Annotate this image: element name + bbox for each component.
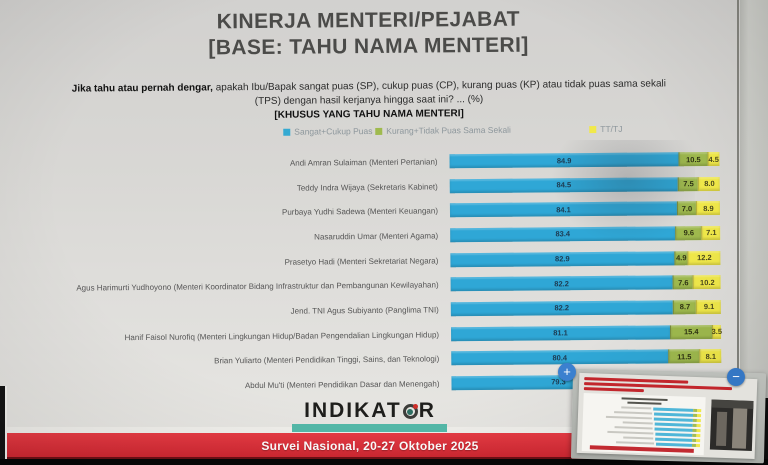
legend-label-kp: Kurang+Tidak Puas Sama Sekali bbox=[386, 124, 511, 136]
inset-mini-seg bbox=[696, 428, 701, 432]
bar-segment-tt: 8.9 bbox=[695, 201, 720, 216]
stacked-bar: 80.4 11.5 8.1 bbox=[451, 349, 722, 366]
inset-mini-seg bbox=[655, 437, 693, 442]
stacked-bar: 81.1 15.4 3.5 bbox=[450, 324, 722, 341]
bar-segment-tt: 12.2 bbox=[687, 250, 721, 265]
bar-segment-sp: 84.5 bbox=[449, 176, 678, 193]
inset-mini-banner bbox=[589, 445, 694, 453]
inset-mini-seg bbox=[696, 433, 701, 437]
legend-item-kp: Kurang+Tidak Puas Sama Sekali bbox=[375, 125, 511, 136]
inset-mini-label bbox=[621, 406, 652, 410]
bar-segment-tt: 4.5 bbox=[707, 151, 720, 167]
bar-segment-tt: 9.1 bbox=[696, 299, 721, 315]
legend-swatch-sp bbox=[283, 128, 291, 136]
zoom-out-button[interactable]: − bbox=[727, 368, 745, 386]
inset-slide-card bbox=[576, 372, 758, 460]
bar-segment-kp: 9.6 bbox=[675, 226, 702, 241]
slide-content: KINERJA MENTERI/PEJABAT [BASE: TAHU NAMA… bbox=[0, 5, 739, 391]
slide-title: KINERJA MENTERI/PEJABAT [BASE: TAHU NAMA… bbox=[18, 5, 718, 62]
bar-segment-sp: 82.2 bbox=[450, 275, 673, 292]
bar-segment-tt: 8.0 bbox=[698, 176, 720, 191]
inset-mini-seg bbox=[655, 442, 693, 447]
inset-mini-title bbox=[621, 397, 668, 401]
inset-mini-seg bbox=[654, 422, 693, 427]
legend-label-sp: Sangat+Cukup Puas bbox=[294, 125, 373, 137]
slide-edge-left bbox=[5, 386, 7, 460]
indikator-logo: INDIKAT R bbox=[0, 399, 740, 423]
legend-swatch-kp bbox=[375, 127, 383, 135]
inset-mini-seg bbox=[654, 432, 693, 437]
stacked-bar-chart: Andi Amran Sulaiman (Menteri Pertanian) 8… bbox=[0, 147, 739, 391]
inset-mini-label bbox=[623, 436, 654, 440]
inset-photo-shape bbox=[715, 411, 728, 447]
bar-segment-kp: 10.5 bbox=[678, 152, 708, 167]
logo-text-right: R bbox=[418, 399, 436, 422]
bar-segment-tt: 7.1 bbox=[701, 225, 721, 241]
bar-segment-kp: 11.5 bbox=[668, 349, 700, 364]
inset-mini-chart bbox=[581, 393, 706, 456]
inset-speaker-photo bbox=[709, 399, 754, 451]
legend-label-tt: TT/TJ bbox=[600, 123, 623, 134]
banner-shadow bbox=[0, 457, 740, 460]
bar-segment-sp: 82.2 bbox=[450, 300, 673, 317]
bar-segment-sp: 80.4 bbox=[451, 349, 669, 366]
legend-item-tt: TT/TJ bbox=[589, 123, 623, 134]
chart-row-label: Abdul Mu'ti (Menteri Pendidikan Dasar da… bbox=[244, 379, 440, 390]
logo-o-icon bbox=[402, 404, 418, 419]
bar-segment-sp: 82.9 bbox=[450, 250, 675, 267]
bar-segment-kp: 15.4 bbox=[669, 324, 712, 339]
bar-segment-tt: 10.2 bbox=[692, 275, 721, 290]
stacked-bar: 82.2 7.6 10.2 bbox=[450, 275, 721, 292]
inset-mini-seg bbox=[696, 438, 701, 442]
stacked-bar: 82.2 8.7 9.1 bbox=[450, 299, 721, 317]
inset-mini-label bbox=[615, 441, 654, 445]
inset-red-title-line bbox=[583, 387, 645, 393]
bar-segment-sp: 84.1 bbox=[449, 201, 678, 218]
survey-question: Jika tahu atau pernah dengar, apakah Ibu… bbox=[39, 77, 699, 124]
bar-segment-sp: 83.4 bbox=[450, 226, 676, 243]
dark-edge-left bbox=[0, 386, 5, 460]
screen-bezel-bottom bbox=[0, 459, 768, 465]
survey-date: Survei Nasional, 20-27 Oktober 2025 bbox=[261, 438, 479, 453]
inset-mini-seg bbox=[654, 427, 693, 432]
bar-segment-kp: 7.0 bbox=[676, 201, 696, 216]
inset-mini-seg bbox=[653, 417, 693, 422]
bar-segment-sp: 81.1 bbox=[450, 324, 671, 341]
bar-segment-tt: 8.1 bbox=[699, 349, 722, 364]
inset-mini-seg bbox=[697, 408, 702, 412]
slide-edge-line bbox=[737, 0, 739, 433]
logo-underline bbox=[292, 424, 447, 432]
inset-mini-seg bbox=[695, 443, 701, 447]
inset-photo-shape bbox=[731, 408, 748, 449]
stacked-bar: 84.1 7.0 8.9 bbox=[449, 201, 720, 218]
stacked-bar: 84.9 10.5 4.5 bbox=[449, 151, 720, 169]
slide-title-line2: [BASE: TAHU NAMA MENTERI] bbox=[208, 33, 529, 60]
bar-segment-kp: 7.6 bbox=[672, 275, 694, 290]
inset-mini-label bbox=[605, 415, 652, 420]
stacked-bar: 84.5 7.5 8.0 bbox=[449, 176, 720, 193]
inset-mini-label bbox=[613, 411, 652, 415]
bar-segment-kp: 4.9 bbox=[674, 250, 688, 265]
inset-mini-seg bbox=[696, 418, 701, 422]
bar-segment-sp: 84.9 bbox=[449, 152, 679, 169]
legend-swatch-tt bbox=[589, 125, 597, 133]
inset-mini-label bbox=[614, 426, 653, 430]
stacked-bar: 82.9 4.9 12.2 bbox=[450, 250, 721, 267]
bar-segment-kp: 8.7 bbox=[672, 300, 697, 315]
survey-question-bold: Jika tahu atau pernah dengar, bbox=[71, 82, 213, 95]
inset-mini-label bbox=[622, 421, 653, 425]
legend-item-sp: Sangat+Cukup Puas bbox=[283, 125, 373, 137]
survey-question-rest: apakah Ibu/Bapak sangat puas (SP), cukup… bbox=[212, 78, 667, 94]
inset-mini-seg bbox=[696, 413, 702, 417]
logo-text-left: INDIKAT bbox=[304, 399, 402, 422]
inset-mini-seg bbox=[696, 423, 701, 427]
stacked-bar: 83.4 9.6 7.1 bbox=[450, 225, 721, 243]
inset-mini-label bbox=[606, 430, 653, 435]
bar-segment-kp: 7.5 bbox=[677, 176, 699, 191]
bar-segment-tt: 3.5 bbox=[711, 324, 722, 339]
screen-bezel-right bbox=[740, 0, 768, 400]
zoom-in-button[interactable]: + bbox=[558, 363, 576, 381]
inset-mini-title bbox=[627, 401, 662, 405]
